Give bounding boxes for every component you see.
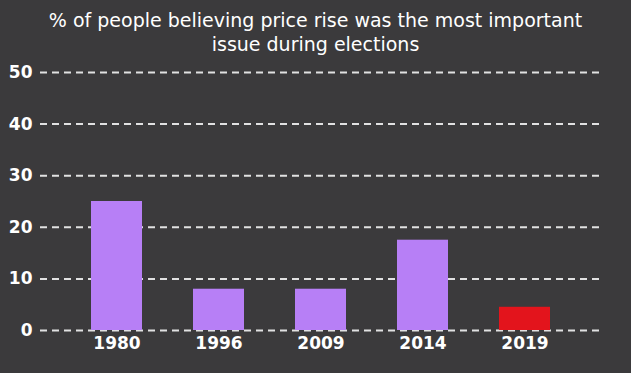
- svg-text:2009: 2009: [297, 333, 344, 353]
- svg-text:1980: 1980: [93, 333, 140, 353]
- svg-text:2019: 2019: [501, 333, 548, 353]
- svg-text:40: 40: [9, 114, 33, 134]
- svg-text:1996: 1996: [195, 333, 242, 353]
- html-text:% of people believing price ri: % of people believing price rise was the…: [48, 9, 583, 55]
- svg-text:30: 30: [9, 165, 33, 185]
- svg-text:20: 20: [9, 217, 33, 237]
- svg-text:2014: 2014: [399, 333, 446, 353]
- svg-text:0: 0: [21, 320, 33, 340]
- svg-text:50: 50: [9, 62, 33, 82]
- svg-text:10: 10: [9, 268, 33, 288]
